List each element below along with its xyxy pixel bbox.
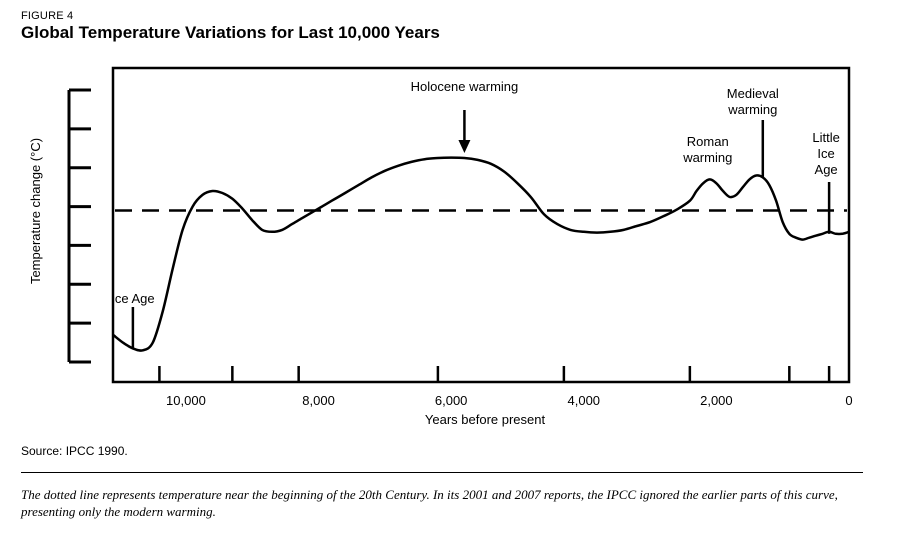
annotation-label: Ice Age [111,291,154,306]
source-note: Source: IPCC 1990. [21,444,128,458]
y-axis-label: Temperature change (°C) [28,138,43,284]
caption: The dotted line represents temperature n… [21,487,838,519]
annotation-label: Little Ice Age [812,130,839,177]
x-tick-label: 8,000 [302,393,335,408]
x-axis-label: Years before present [425,412,546,427]
temperature-curve [112,156,850,352]
annotation-arrowhead [458,140,471,153]
plot-frame [111,66,851,384]
annotation-label: Medieval warming [727,86,779,117]
x-tick-label: 6,000 [435,393,468,408]
figure-label: FIGURE 4 [21,10,74,22]
annotation-label: Holocene warming [411,79,519,94]
divider [21,472,863,473]
y-axis [67,88,91,364]
x-tick-label: 2,000 [700,393,733,408]
x-tick-label: 4,000 [568,393,601,408]
annotations: Ice Age Holocene warming Roman warming Medie… [111,79,840,349]
x-tick-label: 0 [845,393,852,408]
figure-title: Global Temperature Variations for Last 1… [21,23,440,42]
x-axis: 10,000 8,000 6,000 4,000 2,000 0 [158,366,853,408]
temperature-chart: 10,000 8,000 6,000 4,000 2,000 0 Ice Age Holoc… [28,66,853,427]
x-tick-label: 10,000 [166,393,206,408]
annotation-label: Roman warming [682,134,732,165]
